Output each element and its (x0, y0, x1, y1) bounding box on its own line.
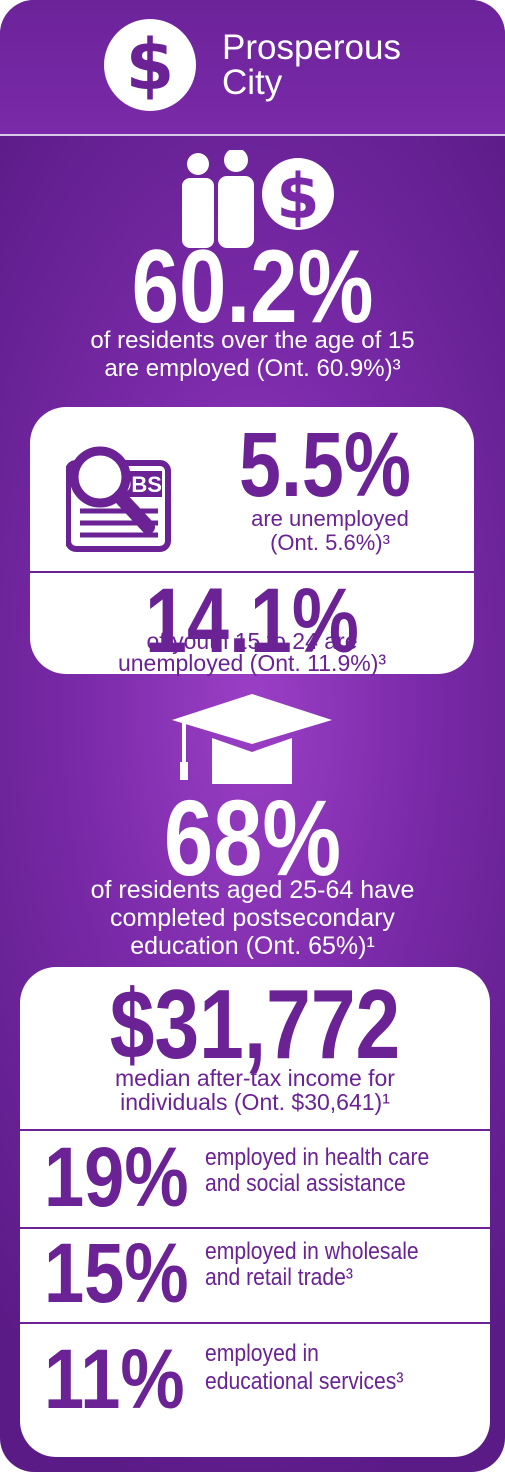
unemployment-line-1: are unemployed (251, 506, 409, 531)
unemployment-line-2: (Ont. 5.6%)³ (270, 530, 390, 555)
jobs-search-icon: JOBS (66, 446, 171, 552)
education-line-1: of residents aged 25-64 have (90, 876, 415, 904)
income-line-2: individuals (Ont. $30,641)¹ (120, 1089, 390, 1115)
sector-line-1: employed in health care (205, 1144, 430, 1171)
title-line-2: City (222, 63, 283, 102)
youth-line-2: unemployed (Ont. 11.9%)³ (117, 650, 387, 676)
employment-line-2: are employed (Ont. 60.9%)³ (104, 355, 401, 382)
unemployment-card: JOBS 5.5% are unemployed (Ont. 5.6%)³ 14… (30, 407, 474, 676)
sector-value: 11% (44, 1332, 185, 1426)
sector-value: 15% (44, 1226, 189, 1320)
sector-value: 19% (44, 1130, 189, 1224)
people-dollar-icon: $ (182, 150, 334, 248)
youth-line-1: of youth 15 to 24 are (146, 628, 358, 654)
education-line-2: completed postsecondary (110, 904, 395, 932)
dollar-circle-icon: $ (104, 19, 196, 111)
employment-line-1: of residents over the age of 15 (90, 327, 415, 354)
income-card: $31,772 median after-tax income for indi… (20, 967, 490, 1457)
sector-line-1: employed in (205, 1340, 319, 1367)
unemployment-value: 5.5% (239, 414, 411, 516)
education-line-3: education (Ont. 65%)¹ (130, 932, 375, 960)
income-value: $31,772 (109, 969, 401, 1079)
education-value: 68% (163, 777, 342, 898)
graduation-cap-icon (172, 694, 332, 784)
sector-divider (20, 1322, 490, 1324)
header: $ Prosperous City (0, 0, 505, 136)
sector-line-2: and retail trade³ (205, 1264, 353, 1291)
sector-line-1: employed in wholesale (205, 1238, 419, 1265)
page-title: Prosperous City (222, 30, 401, 100)
svg-text:$: $ (276, 160, 319, 233)
title-line-1: Prosperous (222, 28, 401, 67)
card-divider (30, 571, 474, 573)
income-line-1: median after-tax income for (115, 1065, 395, 1091)
sector-divider (20, 1227, 490, 1229)
employment-value: 60.2% (131, 229, 374, 345)
sector-line-2: educational services³ (205, 1368, 404, 1395)
youth-value: 14.1% (145, 570, 359, 672)
sector-line-2: and social assistance (205, 1170, 406, 1197)
sector-divider (20, 1129, 490, 1131)
